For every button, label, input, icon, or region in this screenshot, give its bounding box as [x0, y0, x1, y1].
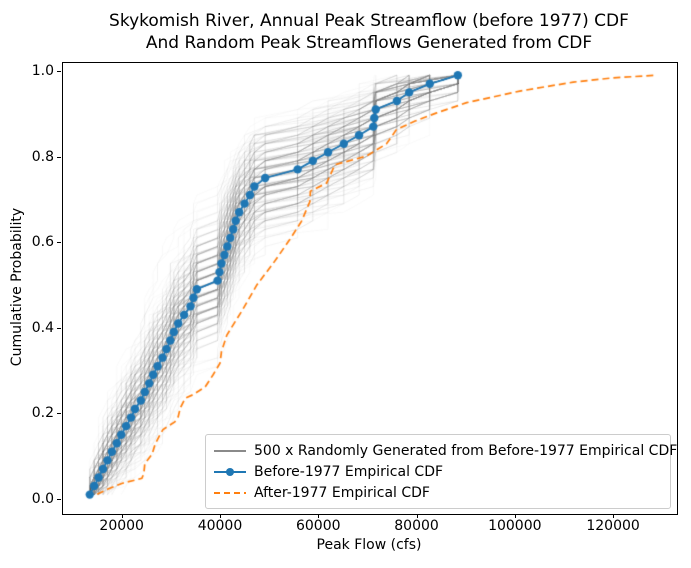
orange-dashed-sample-icon [214, 486, 246, 500]
y-tick-label: 0.6 [31, 234, 54, 251]
x-tick-label: 60000 [295, 518, 341, 534]
y-tick-mark [57, 413, 61, 415]
y-tick-label: 0.0 [31, 490, 54, 507]
legend-label-random-generated: 500 x Randomly Generated from Before-197… [254, 442, 678, 459]
y-tick-label: 0.2 [31, 405, 54, 422]
y-tick-label: 0.8 [31, 148, 54, 165]
y-tick-label: 1.0 [31, 62, 54, 79]
chart-title: Skykomish River, Annual Peak Streamflow … [62, 10, 676, 54]
x-tick-mark [121, 514, 123, 518]
legend-item-before-1977: Before-1977 Empirical CDF [214, 461, 662, 482]
x-tick-label: 40000 [197, 518, 243, 534]
x-tick-label: 20000 [99, 518, 144, 534]
x-tick-label: 100000 [488, 518, 542, 534]
legend-label-before-1977: Before-1977 Empirical CDF [254, 463, 444, 480]
y-axis-label: Cumulative Probability [9, 207, 25, 367]
x-tick-label: 80000 [394, 518, 439, 534]
legend-label-after-1977: After-1977 Empirical CDF [254, 484, 430, 501]
x-tick-label: 120000 [586, 518, 640, 534]
y-tick-mark [57, 156, 61, 158]
y-tick-label: 0.4 [31, 319, 54, 336]
x-tick-mark [219, 514, 221, 518]
y-tick-mark [57, 70, 61, 72]
y-tick-mark [57, 327, 61, 329]
chart-title-line1: Skykomish River, Annual Peak Streamflow … [109, 11, 629, 31]
legend-item-random-generated: 500 x Randomly Generated from Before-197… [214, 440, 677, 461]
gray-line-sample-icon [214, 444, 246, 458]
x-tick-mark [514, 514, 516, 518]
chart-title-line2: And Random Peak Streamflows Generated fr… [145, 33, 593, 53]
x-axis-label: Peak Flow (cfs) [316, 537, 422, 553]
x-tick-mark [416, 514, 418, 518]
legend: 500 x Randomly Generated from Before-197… [205, 434, 677, 509]
legend-item-after-1977: After-1977 Empirical CDF [214, 482, 662, 503]
x-tick-mark [613, 514, 615, 518]
y-tick-mark [57, 242, 61, 244]
y-tick-mark [57, 498, 61, 500]
blue-line-marker-sample-icon [214, 465, 246, 479]
x-tick-mark [318, 514, 320, 518]
